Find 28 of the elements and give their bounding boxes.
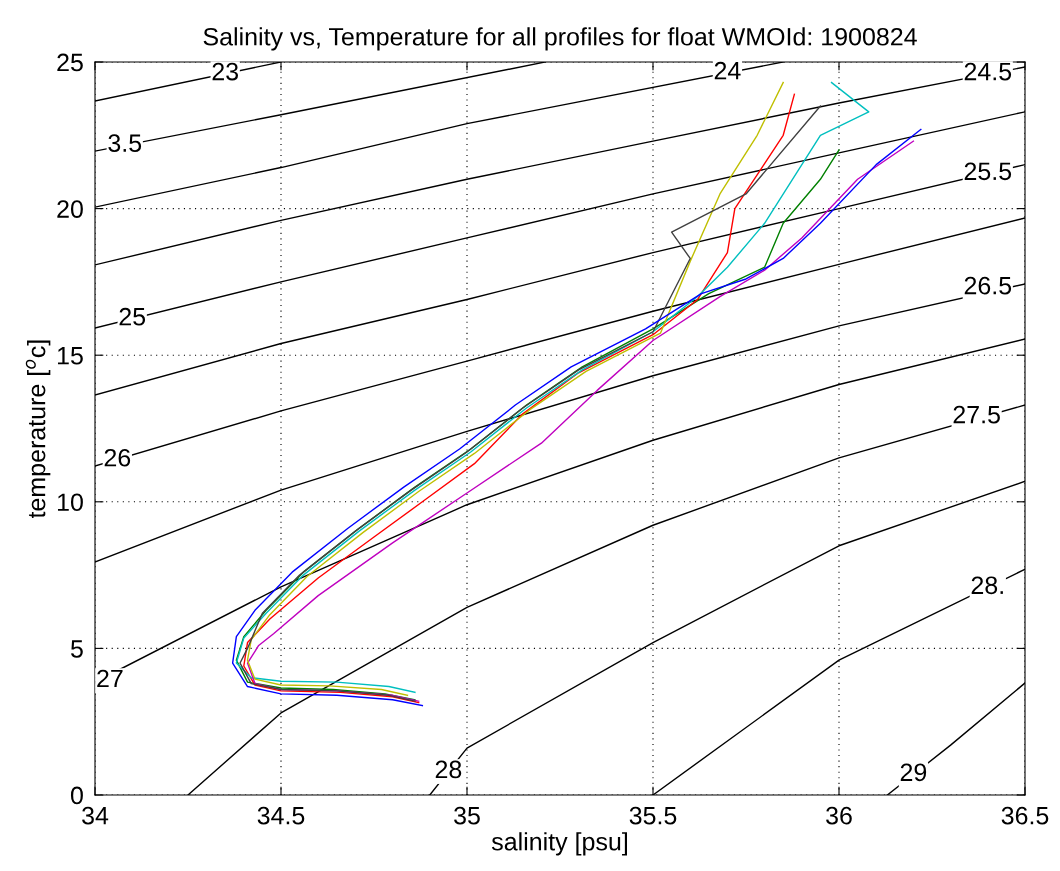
annotation: 26 (104, 448, 131, 467)
x-tick-label: 36.5 (1001, 806, 1049, 825)
y-tick-label: 5 (70, 640, 83, 658)
annotation: 27.5 (953, 405, 1000, 424)
annotation: 29 (900, 763, 927, 782)
y-tick-label: 15 (57, 347, 83, 365)
annotation: 3.5 (108, 134, 142, 152)
annotation: 24.5 (964, 62, 1012, 81)
x-tick-label: 34.5 (257, 806, 305, 825)
annotation: 27 (97, 669, 123, 688)
x-tick-label: 36 (826, 806, 852, 825)
annotation: 28 (435, 760, 462, 779)
y-tick-label: 20 (57, 200, 83, 218)
y-tick-label: 10 (57, 493, 83, 512)
x-axis-title: salinity [psu] (491, 832, 627, 856)
chart-title: Salinity vs, Temperature for all profiles for float WMOId: 1900824 (203, 27, 917, 51)
annotation: 25.5 (964, 162, 1012, 181)
annotation: 24 (714, 61, 741, 80)
y-axis-title: temperature [$^{o}$c] (25, 340, 51, 519)
annotation: 23 (212, 62, 239, 81)
annotation: 26.5 (964, 276, 1012, 295)
annotation: 25 (119, 307, 146, 326)
annotation: 28. (971, 576, 1003, 595)
y-tick-label: 25 (57, 53, 83, 72)
y-tick-label: 0 (70, 786, 83, 805)
x-tick-label: 35.5 (629, 806, 677, 825)
x-tick-label: 34 (82, 806, 109, 825)
x-tick-label: 35 (454, 806, 480, 825)
